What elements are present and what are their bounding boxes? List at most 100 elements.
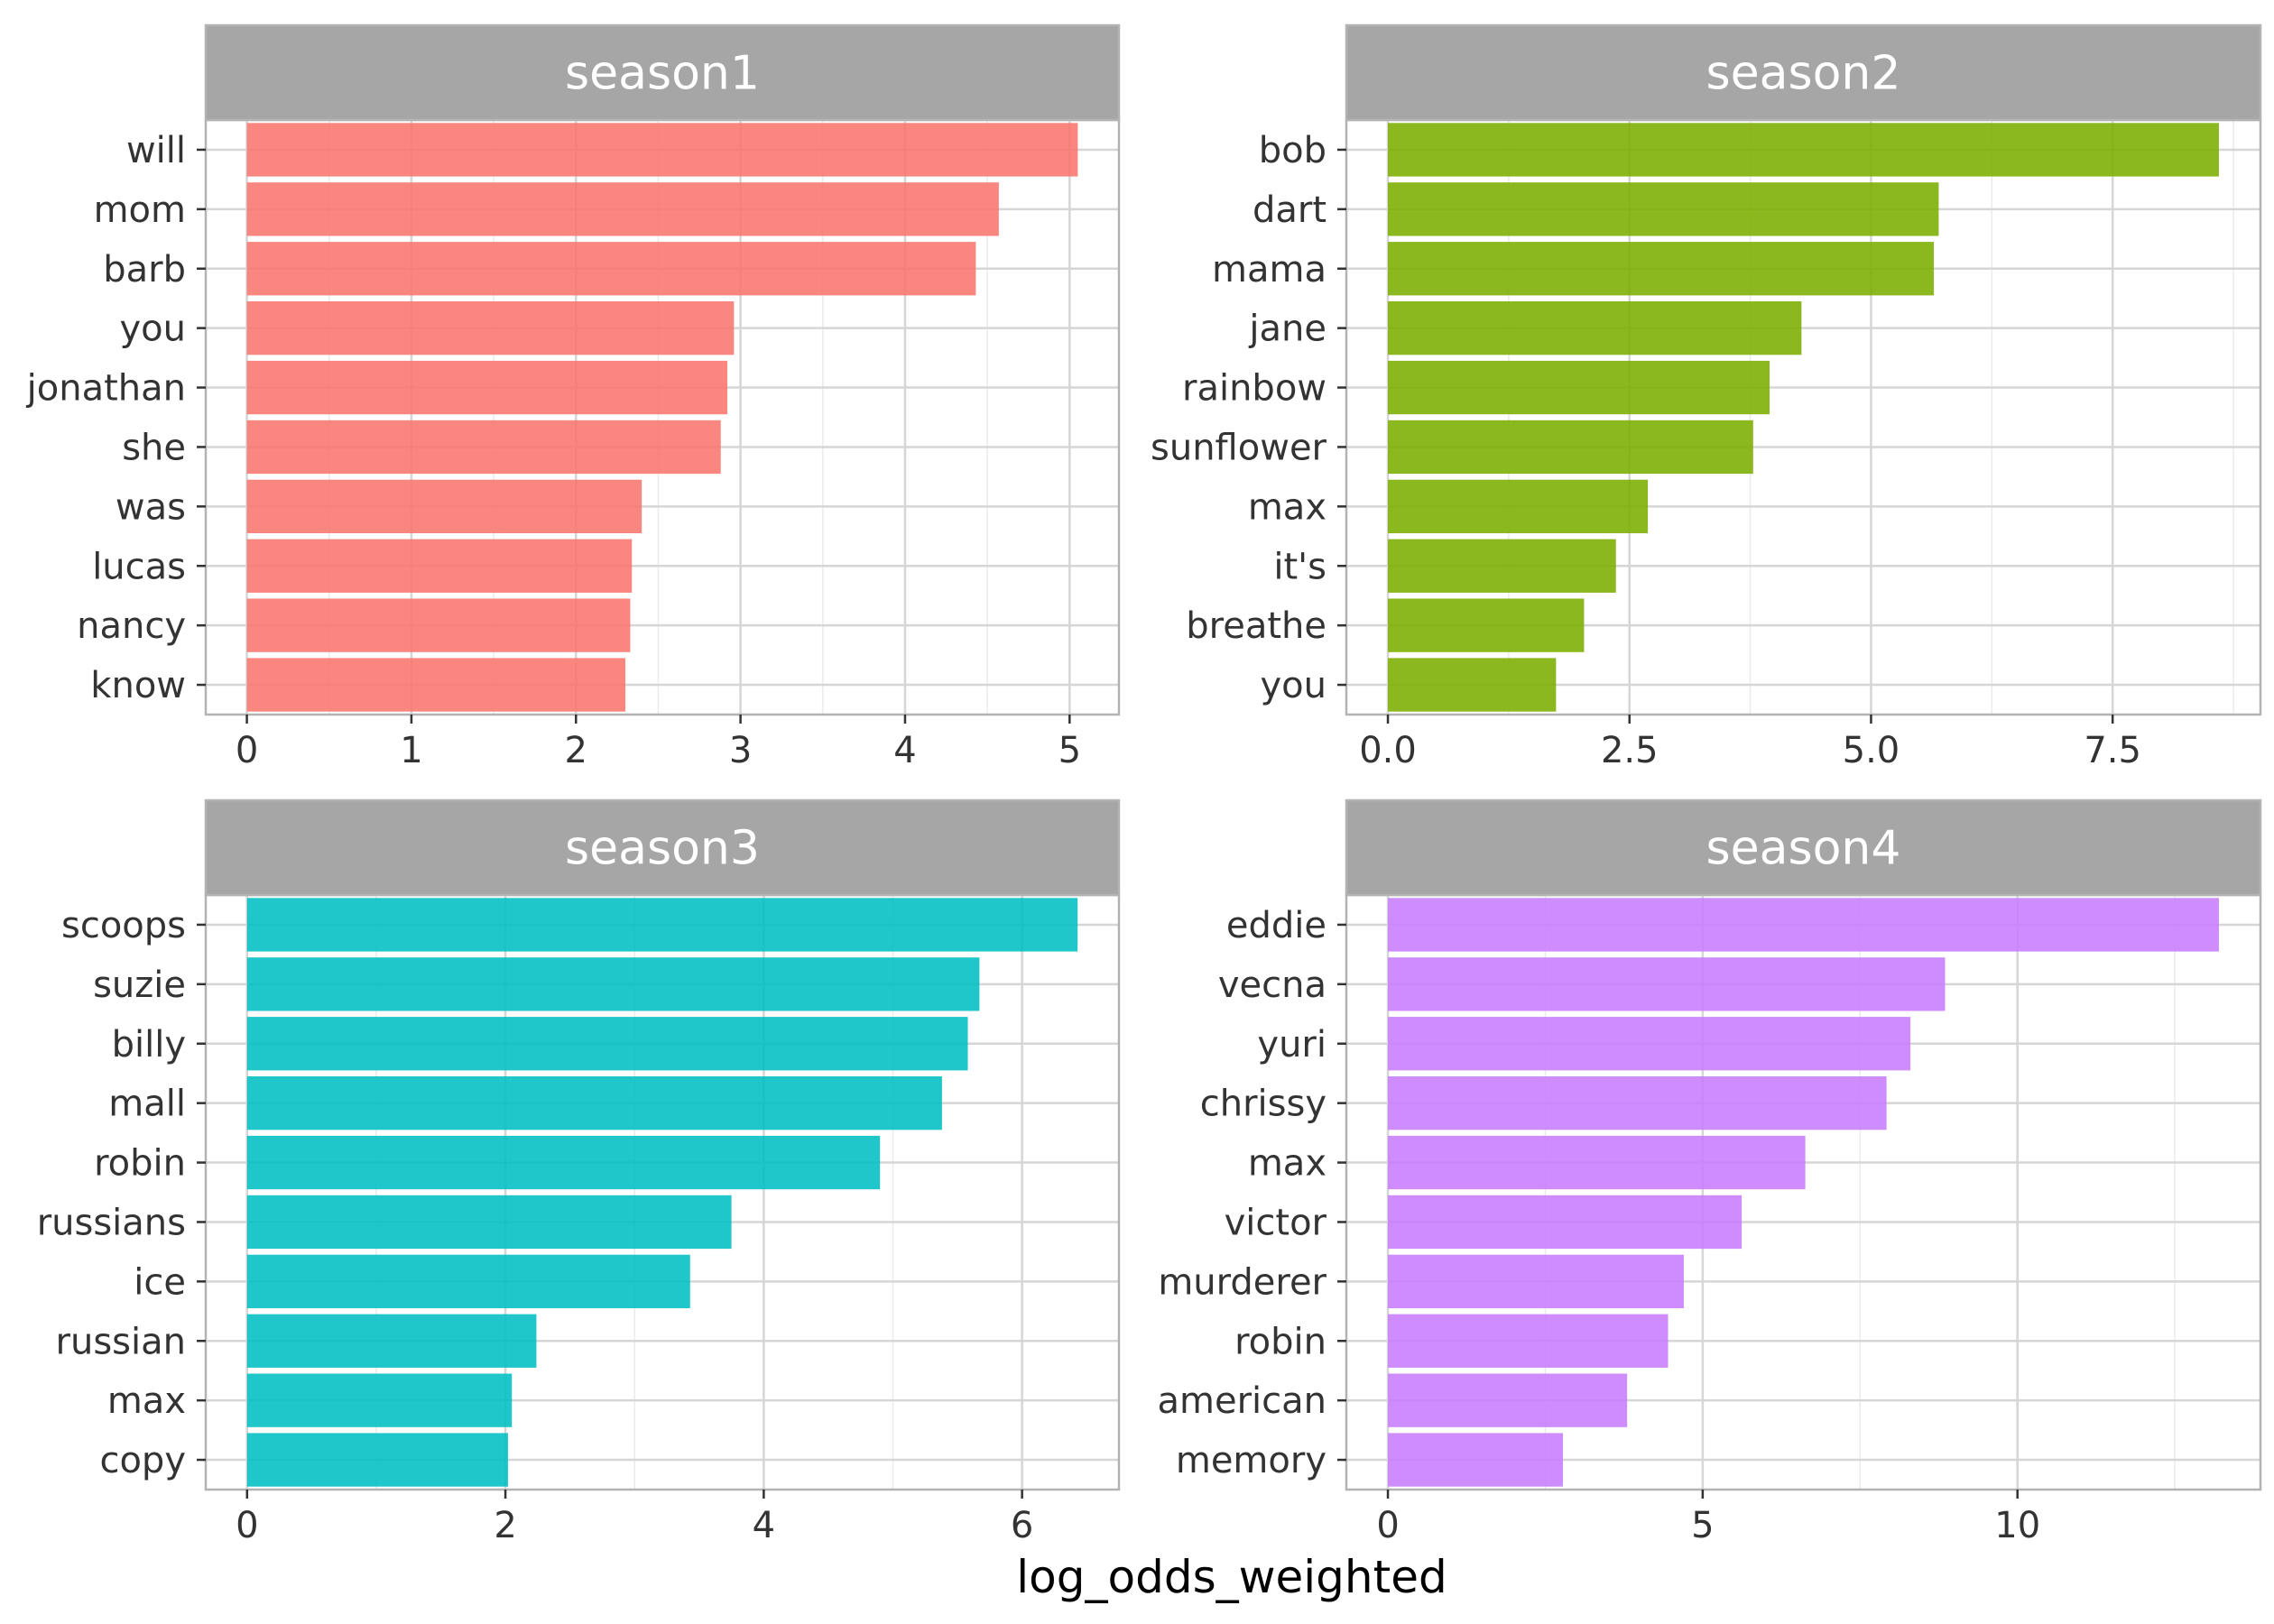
x-tick-label: 0.0 — [1359, 730, 1417, 771]
x-tick-label: 1 — [400, 730, 422, 771]
y-tick-label: know — [90, 665, 186, 706]
y-tick-label: robin — [1234, 1321, 1326, 1362]
x-tick-label: 4 — [753, 1505, 775, 1546]
bar-rainbow — [1388, 360, 1770, 415]
bar-memory — [1388, 1433, 1563, 1487]
bar-will — [246, 123, 1078, 177]
x-tick-label: 5.0 — [1843, 730, 1900, 771]
y-tick-label: breathe — [1186, 605, 1326, 647]
facet-panel-season4: season4 eddie vecna yuri chrissy max victor mur… — [1158, 798, 2262, 1546]
bar-jane — [1388, 300, 1802, 355]
bar-bob — [1388, 123, 2219, 177]
y-tick-label: max — [1248, 1143, 1326, 1185]
bar-was — [246, 479, 642, 534]
y-tick-label: vecna — [1218, 964, 1326, 1006]
bar-mall — [246, 1075, 942, 1130]
bar-murderer — [1388, 1254, 1684, 1309]
facet-strip-title: season1 — [565, 47, 760, 101]
x-tick-label: 3 — [729, 730, 752, 771]
y-tick-label: scoops — [61, 905, 186, 946]
bar-vecna — [1388, 957, 1946, 1011]
facet-strip — [204, 23, 1121, 122]
bar-max — [246, 1373, 513, 1427]
bar-nancy — [246, 598, 631, 652]
y-tick-label: suzie — [93, 964, 186, 1006]
y-tick-label: dart — [1253, 189, 1326, 231]
facet-strip-title: season4 — [1706, 822, 1901, 876]
y-tick-label: sunflower — [1151, 427, 1327, 468]
y-tick-label: russian — [56, 1321, 186, 1362]
y-tick-label: max — [1248, 486, 1326, 528]
y-tick-label: jonathan — [26, 368, 186, 410]
bar-ice — [246, 1254, 690, 1309]
bar-robin — [1388, 1314, 1669, 1368]
y-tick-label: chrissy — [1200, 1084, 1326, 1125]
facet-strip — [1345, 798, 2262, 897]
y-tick-label: it's — [1273, 546, 1326, 587]
facet-panel-season2: season2 bob dart mama jane rainbow sunflower ma… — [1151, 23, 2262, 771]
bar-it's — [1388, 539, 1616, 593]
x-tick-label: 4 — [893, 730, 916, 771]
y-tick-label: billy — [112, 1024, 186, 1066]
bar-jonathan — [246, 360, 728, 415]
y-tick-label: yuri — [1257, 1024, 1326, 1066]
x-tick-label: 0 — [236, 1505, 258, 1546]
x-tick-label: 5 — [1058, 730, 1081, 771]
bar-you — [246, 300, 735, 355]
y-tick-label: rainbow — [1182, 368, 1326, 410]
facet-panel-season3: season3 scoops suzie billy mall robin russians… — [37, 798, 1121, 1546]
x-tick-label: 2 — [565, 730, 587, 771]
bar-know — [246, 658, 625, 712]
bar-barb — [246, 242, 976, 296]
bar-yuri — [1388, 1017, 1911, 1071]
x-axis-title: log_odds_weighted — [1016, 1551, 1447, 1603]
y-tick-label: american — [1158, 1380, 1327, 1422]
y-tick-label: mall — [108, 1084, 186, 1125]
y-tick-label: russians — [37, 1202, 186, 1243]
bar-eddie — [1388, 898, 2219, 952]
bar-chrissy — [1388, 1075, 1887, 1130]
bar-russians — [246, 1195, 732, 1250]
x-tick-label: 5 — [1691, 1505, 1714, 1546]
bar-mama — [1388, 242, 1935, 296]
y-tick-label: barb — [103, 249, 186, 291]
bar-lucas — [246, 539, 633, 593]
bar-scoops — [246, 898, 1078, 952]
y-tick-label: nancy — [77, 605, 186, 647]
bar-she — [246, 420, 721, 475]
bar-victor — [1388, 1195, 1742, 1250]
x-tick-label: 2 — [494, 1505, 516, 1546]
bar-russian — [246, 1314, 537, 1368]
bar-sunflower — [1388, 420, 1753, 475]
facet-strip-title: season3 — [565, 822, 760, 876]
x-tick-label: 6 — [1011, 1505, 1033, 1546]
x-tick-label: 0 — [1376, 1505, 1399, 1546]
bar-breathe — [1388, 598, 1585, 652]
y-tick-label: victor — [1225, 1202, 1327, 1243]
y-tick-label: mom — [94, 189, 186, 231]
y-tick-label: copy — [99, 1440, 186, 1481]
y-tick-label: max — [107, 1380, 186, 1422]
y-tick-label: you — [1261, 665, 1327, 706]
y-tick-label: she — [122, 427, 186, 468]
x-tick-label: 7.5 — [2084, 730, 2141, 771]
y-tick-label: ice — [134, 1261, 186, 1303]
bar-dart — [1388, 182, 1939, 236]
facet-strip — [204, 798, 1121, 897]
bar-max — [1388, 1135, 1806, 1190]
y-tick-label: mama — [1212, 249, 1326, 291]
x-tick-label: 2.5 — [1601, 730, 1659, 771]
y-tick-label: you — [120, 309, 187, 350]
y-tick-label: eddie — [1226, 905, 1326, 946]
y-tick-label: was — [116, 486, 186, 528]
x-tick-label: 0 — [236, 730, 258, 771]
bar-american — [1388, 1373, 1628, 1427]
bar-billy — [246, 1017, 968, 1071]
y-tick-label: robin — [94, 1143, 186, 1185]
y-tick-label: jane — [1248, 309, 1326, 350]
x-tick-label: 10 — [1994, 1505, 2040, 1546]
y-tick-label: will — [126, 130, 186, 171]
bar-copy — [246, 1433, 508, 1487]
facet-panel-season1: season1 will mom barb you jonathan she was lucas… — [26, 23, 1121, 771]
